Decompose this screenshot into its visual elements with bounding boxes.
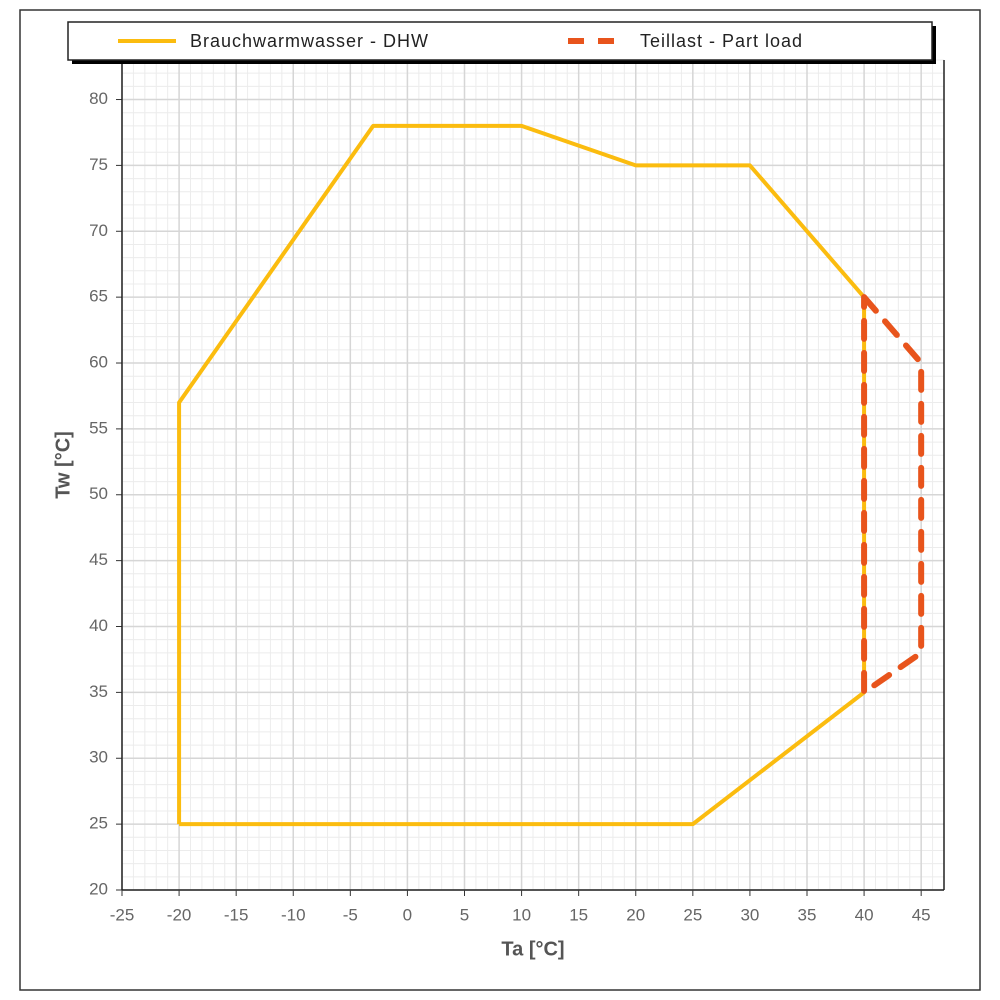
legend-label: Teillast - Part load <box>640 31 803 51</box>
series-line <box>861 294 925 696</box>
y-tick-label: 40 <box>89 616 108 635</box>
y-tick-label: 70 <box>89 221 108 240</box>
x-tick-label: 15 <box>569 905 588 924</box>
y-tick-label: 80 <box>89 89 108 108</box>
legend: Brauchwarmwasser - DHW Teillast - Part lo… <box>67 21 936 64</box>
y-tick-label: 25 <box>89 814 108 833</box>
legend-box <box>67 21 933 61</box>
x-tick-label: -5 <box>343 905 358 924</box>
plot <box>177 123 925 827</box>
y-tick-label: 30 <box>89 748 108 767</box>
x-tick-label: -15 <box>224 905 249 924</box>
x-tick-label: 10 <box>512 905 531 924</box>
legend-label: Brauchwarmwasser - DHW <box>190 31 429 51</box>
x-tick-label: -20 <box>167 905 192 924</box>
grid: -25 -20 -15 -10 -5 0 5 10 15 20 25 30 35 40 45 20 25 30 35… <box>89 59 945 924</box>
x-tick-label: 0 <box>403 905 412 924</box>
y-tick-label: 60 <box>89 353 108 372</box>
x-tick-label: 40 <box>855 905 874 924</box>
series-line <box>177 123 867 827</box>
y-tick-label: 45 <box>89 550 108 569</box>
x-tick-label: 45 <box>912 905 931 924</box>
x-tick-label: 5 <box>460 905 469 924</box>
y-tick-label: 50 <box>89 484 108 503</box>
x-tick-label: 25 <box>683 905 702 924</box>
x-tick-label: 30 <box>740 905 759 924</box>
x-tick-label: -25 <box>110 905 135 924</box>
y-tick-label: 20 <box>89 879 108 898</box>
y-tick-label: 35 <box>89 682 108 701</box>
x-tick-label: 35 <box>798 905 817 924</box>
frame <box>19 9 981 991</box>
y-tick-label: 75 <box>89 155 108 174</box>
x-tick-label: -10 <box>281 905 306 924</box>
y-axis-title: Tw [°C] <box>52 431 74 499</box>
x-axis-title: Ta [°C] <box>501 938 564 960</box>
y-tick-label: 55 <box>89 418 108 437</box>
x-tick-label: 20 <box>626 905 645 924</box>
y-tick-label: 65 <box>89 287 108 306</box>
